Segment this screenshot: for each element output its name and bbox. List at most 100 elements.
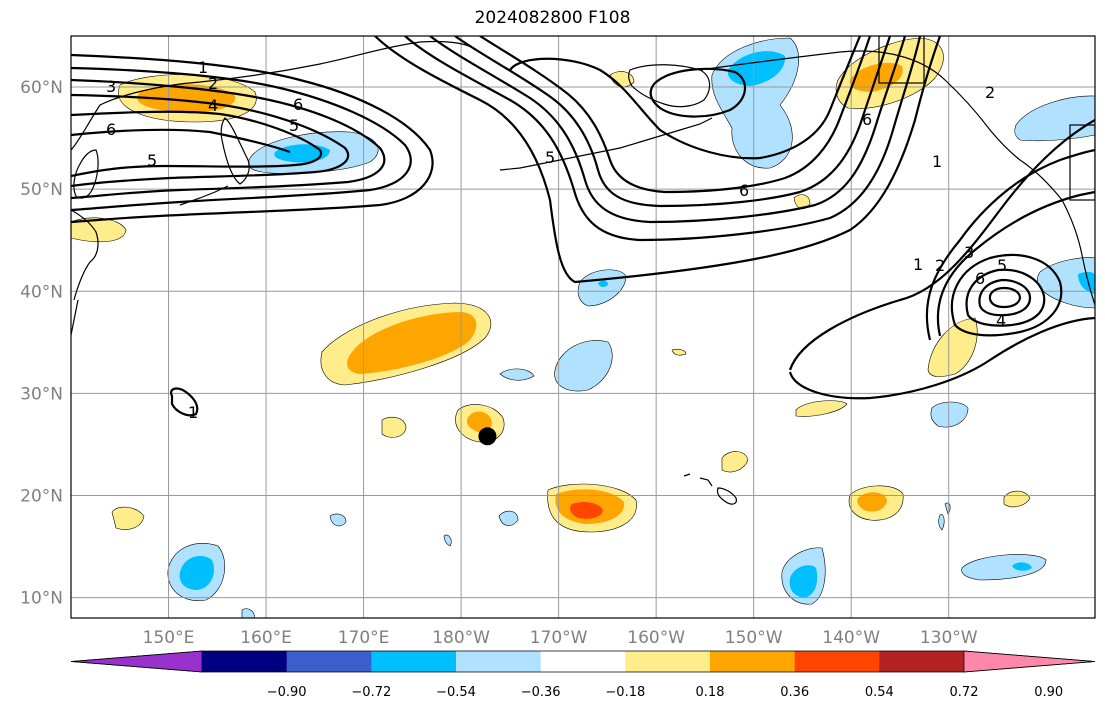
contour-label: 5 [289, 116, 299, 135]
latitude-tick-label: 30°N [20, 384, 63, 404]
contour-label: 6 [975, 269, 985, 288]
colorbar-segment [794, 651, 880, 672]
gridlines [71, 36, 1095, 618]
contour-line [71, 128, 291, 154]
contour-label: 1 [913, 255, 923, 274]
contour-line [788, 316, 1095, 400]
coastline-north-america-west [1019, 159, 1095, 306]
contour-label: 6 [106, 120, 116, 139]
map-frame-box [1069, 124, 1095, 201]
contour-line [71, 53, 434, 224]
map-frame-box [878, 36, 925, 84]
contour-label: 1 [198, 58, 208, 77]
contour-line [429, 36, 907, 224]
negative-anomaly-area [554, 340, 613, 392]
contour-line [950, 254, 1063, 337]
negative-anomaly-core [598, 280, 608, 288]
contour-labels: 1 2 3 4 5 6 6 5 5 6 6 2 1 1 2 3 6 5 4 1 [106, 58, 1007, 422]
colorbar-tick-label: 0.18 [696, 685, 725, 700]
negative-anomaly-core [1012, 562, 1032, 571]
contour-line [936, 190, 1095, 337]
contour-label: 1 [188, 403, 198, 422]
colorbar-tick-label: −0.54 [436, 685, 476, 700]
contour-label: 4 [208, 96, 218, 115]
colorbar-outline [70, 650, 1096, 673]
longitude-tick-label: 150°E [143, 628, 195, 648]
latitude-tick-label: 60°N [20, 78, 63, 98]
contour-label: 2 [935, 256, 945, 275]
coastline-aleutians [499, 117, 713, 171]
negative-anomaly-core [274, 144, 330, 163]
negative-anomaly-area [577, 269, 627, 307]
positive-anomaly-core [857, 492, 887, 512]
colorbar-segment [202, 651, 288, 672]
colorbar-tick-label: 0.36 [780, 685, 809, 700]
latitude-tick-label: 20°N [20, 486, 63, 506]
contour-line [509, 36, 862, 160]
colorbar-segment [540, 651, 626, 672]
colorbar-extend-low [70, 650, 203, 673]
positive-anomaly-area [381, 416, 407, 438]
colorbar-tick-label: 0.90 [1034, 685, 1063, 700]
negative-anomaly-area [241, 608, 255, 618]
negative-anomaly-core [1078, 271, 1095, 294]
longitude-tick-label: 170°W [530, 628, 588, 648]
colorbar-tick-label: −0.72 [351, 685, 391, 700]
shaded-field-layer [71, 37, 1095, 618]
colorbar-segment [286, 651, 372, 672]
positive-anomaly-peak [570, 502, 603, 519]
negative-anomaly-area [443, 534, 452, 547]
positive-anomaly-area [795, 400, 848, 417]
colorbar-tick-label: 0.72 [950, 685, 979, 700]
negative-anomaly-area [498, 510, 519, 526]
coastline-asia [71, 40, 476, 151]
colorbar-tick-label: −0.18 [605, 685, 645, 700]
colorbar-segment [710, 651, 796, 672]
contour-line [925, 148, 1095, 341]
map-frame [70, 35, 1096, 619]
negative-anomaly-area [1014, 95, 1095, 142]
negative-anomaly-area [944, 502, 951, 515]
contour-label: 2 [208, 74, 218, 93]
contour-label: 6 [739, 181, 749, 200]
negative-anomaly-area [961, 554, 1047, 581]
contour-line [71, 110, 323, 178]
negative-anomaly-area [930, 401, 969, 428]
positive-anomaly-area [927, 317, 978, 377]
contour-label: 1 [932, 152, 942, 171]
negative-anomaly-core [789, 565, 818, 598]
colorbar-tick-label: −0.36 [521, 685, 561, 700]
colorbar-segment [879, 651, 965, 672]
latitude-labels: 10°N 20°N 30°N 40°N 50°N 60°N [20, 78, 63, 609]
contour-label: 2 [985, 83, 995, 102]
contour-line [454, 36, 892, 208]
latitude-tick-label: 40°N [20, 282, 63, 302]
positive-anomaly-core [347, 312, 477, 374]
contour-label: 5 [545, 148, 555, 167]
colorbar-segment [625, 651, 711, 672]
latitude-tick-label: 10°N [20, 589, 63, 609]
contour-line [479, 36, 872, 194]
positive-anomaly-area [1003, 490, 1031, 508]
contour-label: 4 [996, 311, 1006, 330]
colorbar-segment [371, 651, 457, 672]
map-title: 2024082800 F108 [474, 8, 631, 28]
contour-label: 3 [106, 77, 116, 96]
contour-label: 3 [964, 243, 974, 262]
contour-line [71, 66, 412, 212]
longitude-tick-label: 170°E [338, 628, 390, 648]
contour-line [978, 278, 1032, 317]
negative-anomaly-area [499, 368, 535, 381]
colorbar-extend-high [963, 650, 1096, 673]
contour-label: 6 [293, 95, 303, 114]
longitude-tick-label: 160°E [240, 628, 292, 648]
coastline-hawaii [683, 473, 737, 505]
contour-line [988, 286, 1022, 309]
longitude-tick-label: 160°W [627, 628, 685, 648]
contour-line [965, 268, 1046, 327]
contour-line [374, 36, 942, 284]
contour-line [649, 67, 746, 118]
negative-anomaly-area [938, 514, 945, 531]
contour-line [71, 78, 386, 200]
